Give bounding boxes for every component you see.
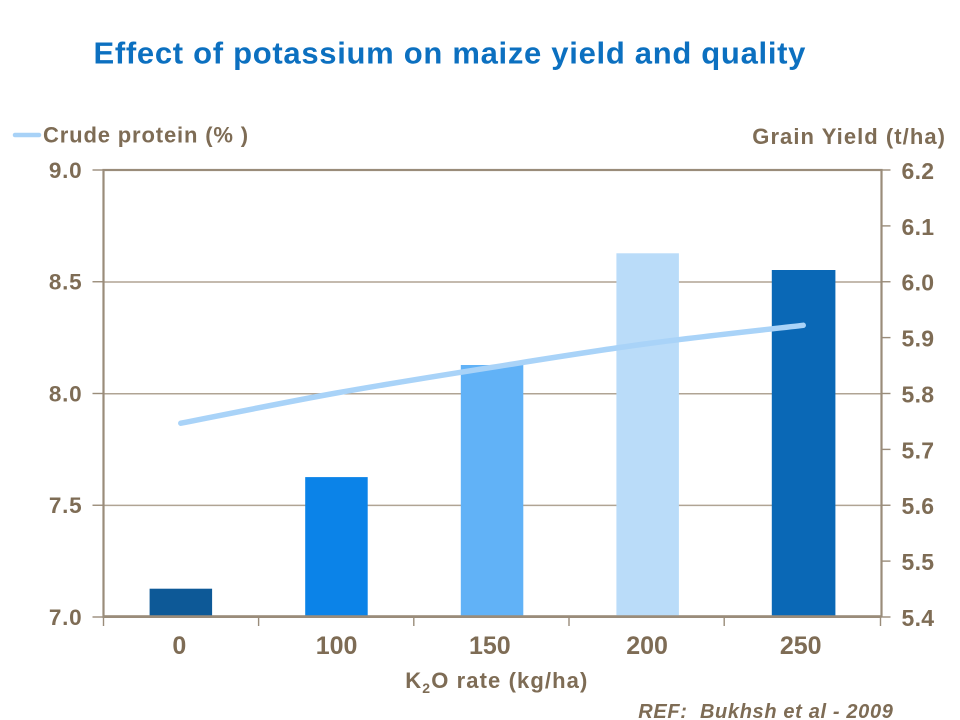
svg-text:5.4: 5.4	[902, 605, 935, 631]
svg-text:5.6: 5.6	[902, 493, 935, 519]
svg-text:REF: Bukhsh et al - 2009: REF: Bukhsh et al - 2009	[638, 701, 893, 720]
svg-text:0: 0	[172, 632, 186, 660]
svg-text:K2O rate (kg/ha): K2O rate (kg/ha)	[405, 668, 588, 696]
svg-text:7.0: 7.0	[49, 605, 83, 630]
svg-text:5.7: 5.7	[902, 437, 935, 463]
svg-text:8.5: 8.5	[49, 270, 83, 295]
svg-text:5.8: 5.8	[902, 381, 935, 407]
svg-text:5.5: 5.5	[902, 549, 935, 575]
svg-text:6.2: 6.2	[902, 158, 935, 184]
svg-text:100: 100	[316, 632, 358, 660]
svg-text:7.5: 7.5	[49, 493, 83, 518]
svg-text:5.9: 5.9	[902, 326, 935, 352]
svg-text:Effect of potassium on maize y: Effect of potassium on maize yield and q…	[94, 36, 807, 71]
svg-text:250: 250	[780, 632, 822, 660]
svg-text:Grain Yield (t/ha): Grain Yield (t/ha)	[752, 124, 946, 149]
svg-text:Crude protein (% ): Crude protein (% )	[43, 123, 249, 148]
svg-text:6.1: 6.1	[902, 214, 935, 240]
svg-text:6.0: 6.0	[902, 270, 935, 296]
svg-text:9.0: 9.0	[49, 158, 83, 183]
svg-text:8.0: 8.0	[49, 381, 83, 406]
svg-text:200: 200	[626, 632, 668, 660]
svg-text:150: 150	[469, 632, 511, 660]
